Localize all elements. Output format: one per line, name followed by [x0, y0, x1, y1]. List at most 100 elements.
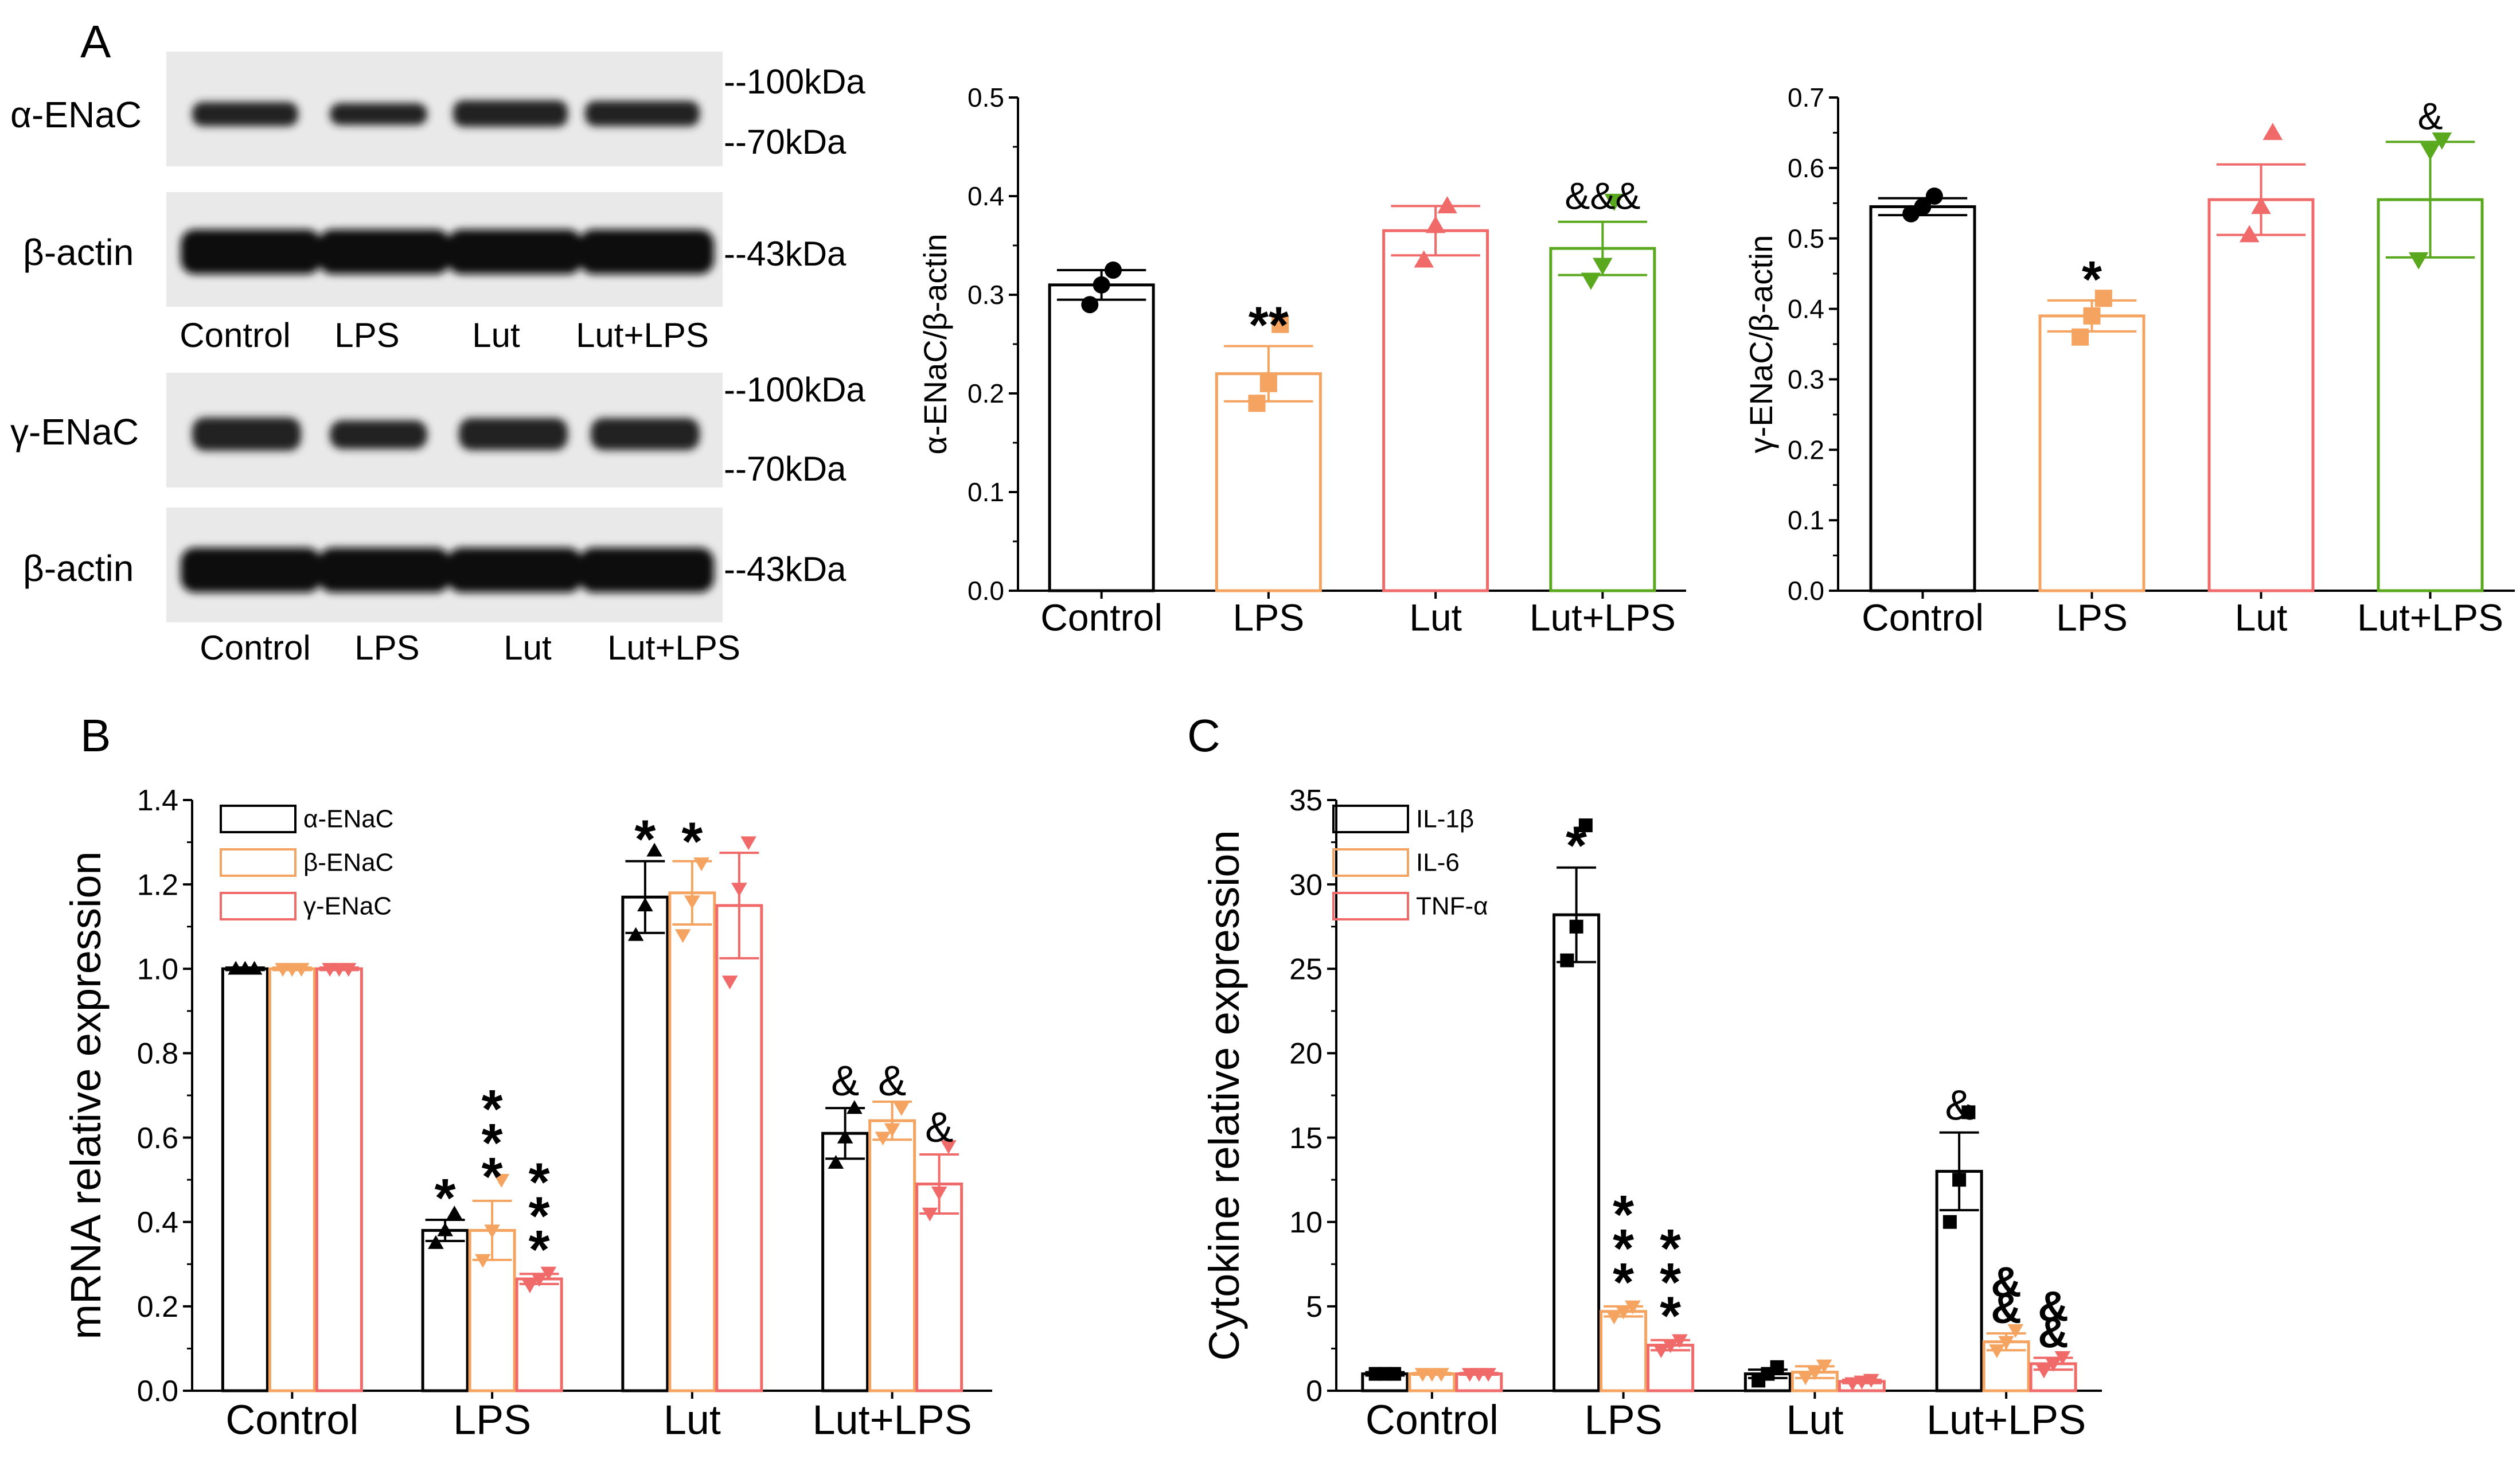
blot-lane-label: Lut+LPS — [576, 316, 709, 354]
data-point — [731, 883, 747, 897]
data-point — [2072, 328, 2089, 346]
data-point — [828, 1154, 844, 1169]
y-tick-label: 0.5 — [968, 83, 1004, 112]
significance-mark: & — [2038, 1309, 2068, 1357]
data-point — [1593, 258, 1613, 275]
blot-bands-alpha — [192, 100, 700, 127]
y-tick-label: 0.0 — [137, 1375, 178, 1408]
significance-mark: & — [925, 1103, 953, 1151]
data-point — [1615, 1305, 1632, 1320]
significance-mark: * — [482, 1113, 503, 1173]
data-point — [1844, 1377, 1860, 1391]
data-point — [875, 1132, 891, 1146]
data-point — [1271, 315, 1289, 333]
data-point — [2432, 132, 2452, 150]
data-point — [293, 963, 310, 977]
blot-row-label: α-ENaC — [10, 94, 142, 135]
data-point — [1952, 1173, 1967, 1187]
data-point — [674, 929, 691, 943]
data-point — [522, 1279, 538, 1293]
data-point — [637, 898, 653, 912]
data-point — [246, 961, 263, 975]
x-tick-label: Control — [1366, 1398, 1499, 1444]
legend-label: IL-1β — [1416, 805, 1474, 833]
data-point — [2251, 197, 2271, 214]
x-tick-label: LPS — [1585, 1398, 1663, 1444]
x-tick-label: LPS — [2056, 596, 2128, 638]
y-tick-label: 15 — [1289, 1122, 1323, 1155]
data-point — [340, 963, 357, 977]
data-point — [1433, 1368, 1449, 1382]
gamma-enac-ratio-chart: 0.0 0.1 0.2 0.3 0.4 0.5 0.6 0.7 Control LPS Lut Lut… — [1743, 83, 2515, 638]
bar — [621, 895, 669, 1392]
significance-mark: & — [878, 1057, 906, 1105]
significance-mark: & — [2038, 1283, 2068, 1331]
x-tick-label: Lut — [664, 1398, 721, 1444]
significance-mark: * — [1613, 1184, 1634, 1245]
significance-mark: ** — [1249, 296, 1289, 354]
blot-bands-actin-1 — [181, 229, 714, 274]
legend-swatch — [1332, 892, 1409, 920]
data-point — [1672, 1334, 1688, 1348]
data-point — [446, 1205, 463, 1220]
data-point — [894, 1102, 910, 1116]
data-point — [693, 857, 709, 872]
legend-swatch — [220, 848, 297, 877]
data-point — [437, 1222, 453, 1236]
y-tick-label: 0.8 — [137, 1037, 178, 1071]
data-point — [2045, 1357, 2061, 1372]
data-point — [1093, 276, 1110, 294]
bar — [2038, 314, 2145, 592]
data-point — [1104, 262, 1122, 279]
significance-mark: & — [831, 1057, 859, 1105]
bar — [1869, 205, 1976, 592]
blot-row-label: β-actin — [23, 232, 134, 273]
data-point — [1259, 374, 1277, 392]
bar — [1549, 247, 1656, 592]
significance-mark: & — [1991, 1258, 2021, 1306]
blot-marker: --70kDa — [724, 123, 846, 161]
bar — [1600, 1310, 1648, 1392]
y-tick-label: 0.7 — [1788, 83, 1824, 112]
blot-row-label: β-actin — [23, 548, 134, 589]
significance-mark: * — [1613, 1252, 1634, 1313]
panel-label-b: B — [80, 710, 111, 761]
data-point — [2007, 1324, 2024, 1338]
data-point — [1425, 216, 1446, 233]
y-tick-label: 1.0 — [137, 953, 178, 986]
data-point — [1081, 296, 1099, 314]
significance-mark: * — [529, 1152, 550, 1212]
blot-marker: --43kDa — [724, 550, 846, 588]
blot-lane-label: Lut — [472, 316, 520, 354]
bar — [221, 967, 269, 1392]
y-tick-label: 0.4 — [137, 1206, 178, 1239]
significance-mark: * — [681, 811, 703, 872]
data-point — [1578, 818, 1593, 833]
blot-lane-label: LPS — [354, 629, 419, 667]
data-point — [484, 1224, 500, 1239]
data-point — [1816, 1359, 1832, 1374]
data-point — [1437, 196, 1457, 213]
data-point — [941, 1140, 957, 1154]
bar — [668, 891, 716, 1392]
y-axis-label: mRNA relative expression — [62, 851, 110, 1339]
legend-swatch — [220, 805, 297, 833]
blot-lane-label: Lut — [504, 629, 552, 667]
blot-lane-label: LPS — [334, 316, 399, 354]
data-point — [1863, 1374, 1879, 1388]
data-point — [846, 1100, 863, 1114]
data-point — [1387, 1367, 1402, 1381]
x-tick-label: Control — [225, 1398, 358, 1444]
y-tick-label: 20 — [1289, 1037, 1323, 1071]
significance-mark: * — [482, 1146, 503, 1207]
data-point — [2054, 1351, 2071, 1365]
x-tick-label: LPS — [453, 1398, 531, 1444]
significance-mark: * — [435, 1168, 456, 1228]
y-axis-label: α-ENaC/β-actin — [917, 233, 953, 454]
y-tick-label: 0.0 — [968, 576, 1004, 606]
data-point — [1569, 919, 1583, 934]
y-tick-label: 5 — [1306, 1290, 1323, 1324]
data-point — [2094, 290, 2112, 307]
y-tick-label: 0.1 — [1788, 505, 1824, 535]
x-tick-label: Control — [1040, 596, 1163, 638]
